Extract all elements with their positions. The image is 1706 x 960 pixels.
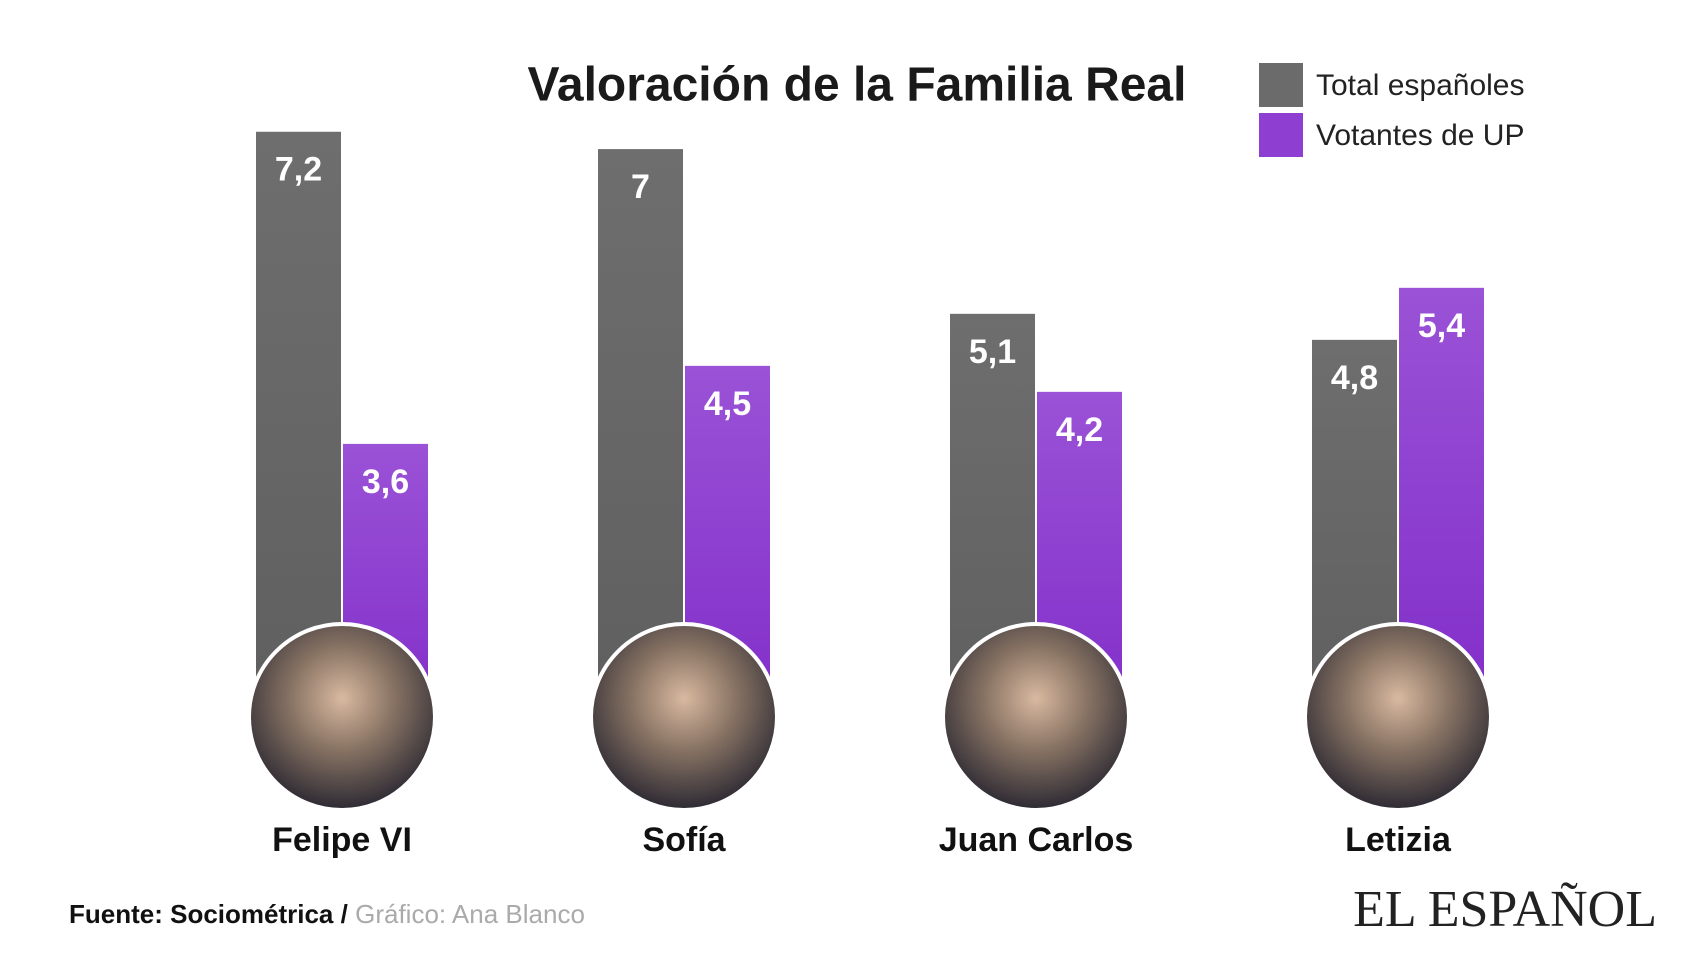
footer: Fuente: Sociométrica / Gráfico: Ana Blan… [69,881,1657,938]
legend-swatch [1259,63,1303,107]
portrait [589,622,779,812]
portrait [941,622,1131,812]
value-label: 4,2 [1056,411,1103,449]
category-label: Sofía [642,821,726,859]
value-label: 7,2 [275,151,322,189]
source-text: Fuente: Sociométrica [69,899,334,929]
source: Fuente: Sociométrica / Gráfico: Ana Blan… [69,899,585,929]
value-label: 3,6 [362,463,409,501]
legend-label: Total españoles [1316,69,1524,102]
credit: Gráfico: Ana Blanco [355,899,585,929]
legend-label: Votantes de UP [1316,119,1524,152]
category-label: Letizia [1345,821,1452,859]
value-label: 4,5 [704,385,751,423]
category-label: Juan Carlos [939,821,1134,859]
value-label: 5,1 [969,333,1016,371]
value-label: 7 [631,168,650,206]
separator: / [341,899,348,929]
value-label: 5,4 [1418,307,1465,345]
legend-swatch [1259,113,1303,157]
brand-logo: EL ESPAÑOL [1353,881,1657,938]
portrait [247,622,437,812]
value-label: 4,8 [1331,359,1378,397]
portrait [1303,622,1493,812]
chart-title: Valoración de la Familia Real [528,59,1187,112]
category-label: Felipe VI [272,821,412,859]
